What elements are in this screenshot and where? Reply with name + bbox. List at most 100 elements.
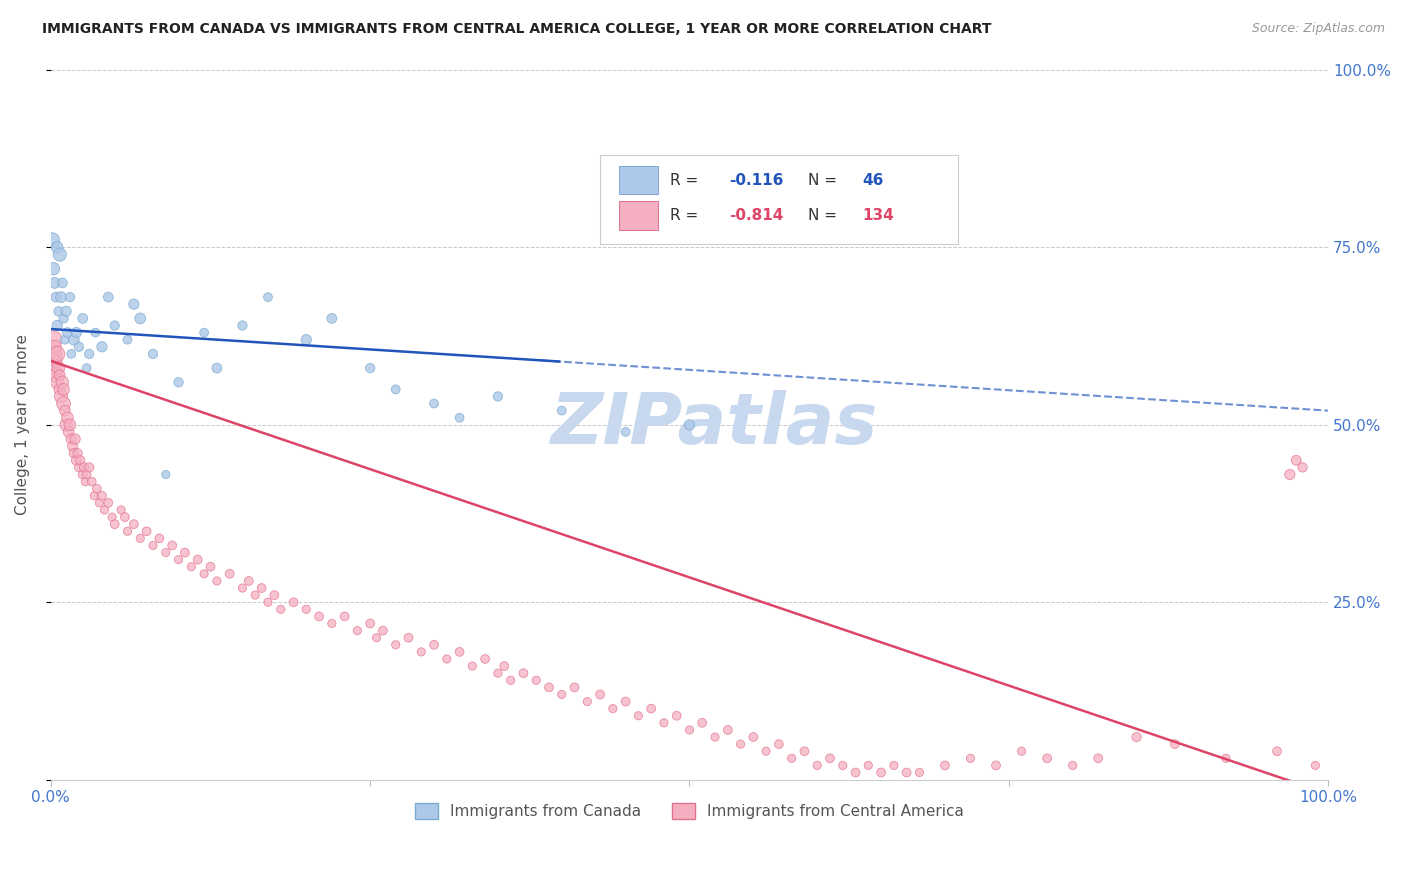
Point	[205, 361, 228, 376]
Point	[780, 751, 803, 765]
Point	[423, 638, 446, 652]
Point	[384, 638, 406, 652]
Point	[818, 751, 841, 765]
Point	[59, 290, 82, 304]
Point	[283, 595, 305, 609]
Point	[690, 715, 713, 730]
Point	[768, 737, 790, 751]
Point	[117, 524, 139, 539]
Text: 134: 134	[862, 208, 894, 223]
Point	[245, 588, 267, 602]
Point	[97, 496, 120, 510]
Point	[60, 347, 83, 361]
Point	[155, 545, 177, 559]
Point	[333, 609, 356, 624]
Point	[755, 744, 778, 758]
Text: R =: R =	[671, 172, 703, 187]
Point	[155, 467, 177, 482]
Point	[193, 326, 215, 340]
Point	[77, 347, 100, 361]
Point	[48, 361, 70, 376]
Point	[65, 326, 87, 340]
Point	[1036, 751, 1059, 765]
Point	[576, 694, 599, 708]
Point	[46, 318, 69, 333]
Point	[524, 673, 547, 688]
Point	[45, 290, 67, 304]
Point	[52, 311, 75, 326]
Text: Source: ZipAtlas.com: Source: ZipAtlas.com	[1251, 22, 1385, 36]
Point	[63, 333, 86, 347]
Point	[86, 482, 108, 496]
Point	[160, 538, 183, 552]
Point	[238, 574, 260, 588]
FancyBboxPatch shape	[619, 166, 658, 194]
Point	[48, 304, 70, 318]
Text: N =: N =	[808, 172, 842, 187]
Text: 46: 46	[862, 172, 883, 187]
Point	[200, 559, 222, 574]
Point	[52, 396, 75, 410]
Point	[959, 751, 981, 765]
Point	[44, 361, 66, 376]
Point	[58, 425, 80, 439]
Point	[129, 311, 152, 326]
Point	[76, 361, 98, 376]
FancyBboxPatch shape	[619, 202, 658, 230]
Point	[104, 517, 127, 532]
Point	[55, 304, 77, 318]
Point	[270, 602, 292, 616]
Point	[449, 410, 471, 425]
Point	[1215, 751, 1237, 765]
Point	[49, 247, 72, 261]
Point	[384, 382, 406, 396]
Point	[844, 765, 866, 780]
Point	[63, 446, 86, 460]
Point	[187, 552, 209, 566]
Point	[1291, 460, 1313, 475]
Point	[73, 460, 96, 475]
Point	[474, 652, 496, 666]
Point	[494, 659, 516, 673]
Point	[308, 609, 330, 624]
Point	[589, 688, 612, 702]
Point	[72, 467, 94, 482]
Point	[359, 616, 381, 631]
Point	[1164, 737, 1187, 751]
Point	[49, 389, 72, 403]
Point	[717, 723, 740, 737]
Point	[1011, 744, 1033, 758]
Point	[218, 566, 240, 581]
Point	[122, 297, 145, 311]
Point	[41, 233, 63, 247]
Point	[49, 382, 72, 396]
Point	[908, 765, 931, 780]
Point	[231, 581, 253, 595]
Point	[678, 723, 700, 737]
Point	[870, 765, 893, 780]
Point	[295, 333, 318, 347]
Point	[371, 624, 394, 638]
Point	[678, 417, 700, 432]
Point	[148, 532, 170, 546]
Point	[110, 503, 132, 517]
Point	[104, 318, 127, 333]
Point	[49, 290, 72, 304]
Point	[97, 290, 120, 304]
Point	[346, 624, 368, 638]
Point	[665, 708, 688, 723]
Point	[486, 666, 509, 681]
Point	[499, 673, 522, 688]
Point	[49, 368, 72, 383]
Point	[398, 631, 420, 645]
Point	[59, 417, 82, 432]
Point	[51, 276, 73, 290]
Point	[67, 340, 90, 354]
Y-axis label: College, 1 year or more: College, 1 year or more	[15, 334, 30, 516]
Point	[366, 631, 388, 645]
Point	[461, 659, 484, 673]
Point	[806, 758, 828, 772]
Point	[250, 581, 273, 595]
Point	[614, 694, 637, 708]
Point	[90, 340, 112, 354]
